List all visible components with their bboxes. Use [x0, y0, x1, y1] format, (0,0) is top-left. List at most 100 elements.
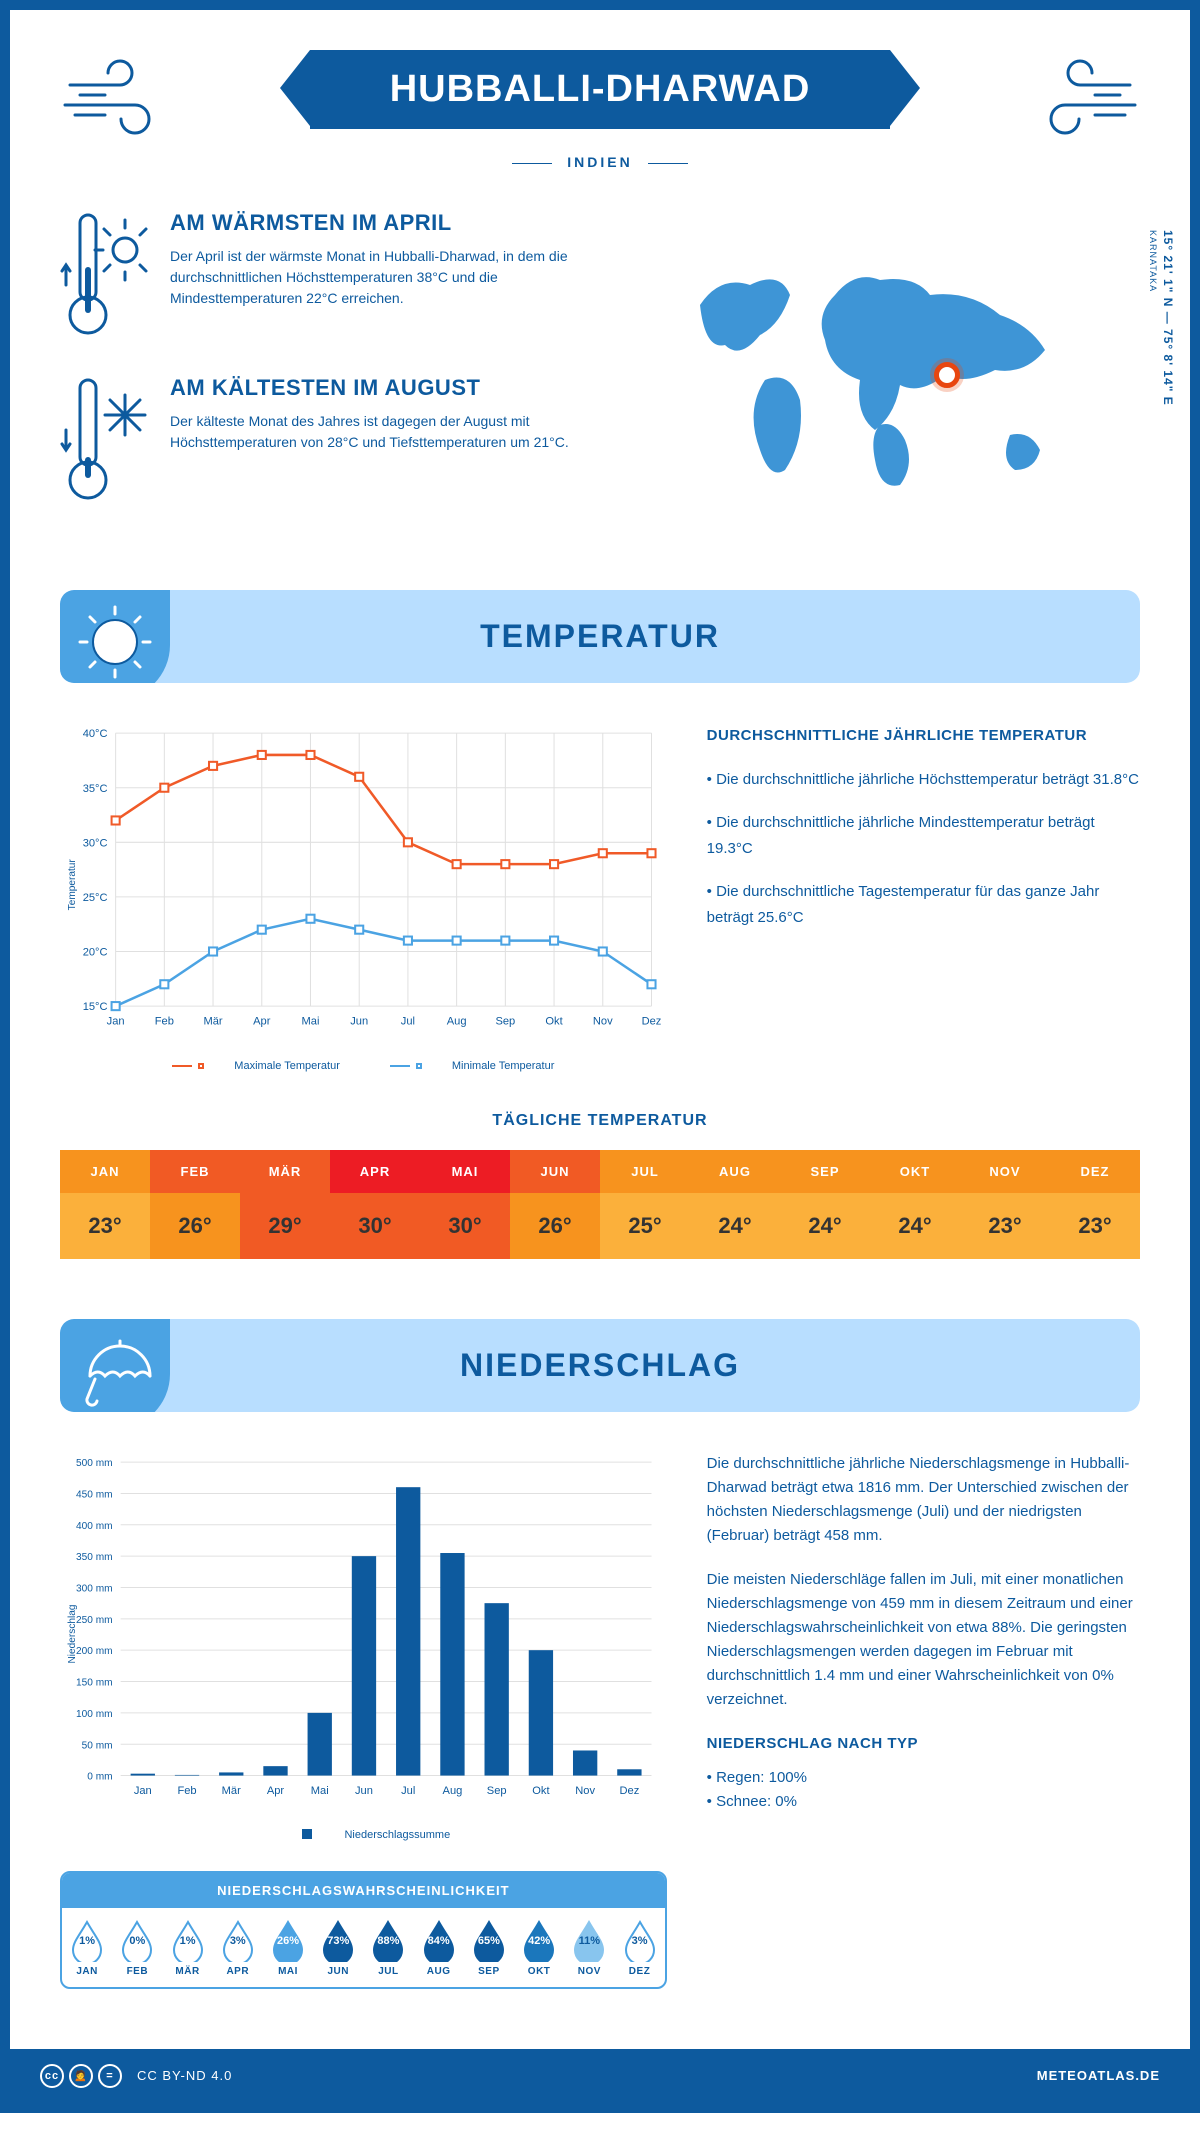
svg-text:30°C: 30°C	[83, 837, 108, 849]
nd-icon: =	[98, 2064, 122, 2088]
svg-text:Niederschlag: Niederschlag	[67, 1604, 78, 1663]
page-title: HUBBALLI-DHARWAD	[310, 50, 891, 129]
daily-month: JAN	[60, 1150, 150, 1193]
daily-value: 30°	[420, 1193, 510, 1259]
svg-text:450 mm: 450 mm	[76, 1489, 113, 1500]
svg-text:100 mm: 100 mm	[76, 1708, 113, 1719]
probability-cell: 84% AUG	[414, 1908, 464, 1987]
daily-month: APR	[330, 1150, 420, 1193]
daily-value: 23°	[60, 1193, 150, 1259]
daily-value: 24°	[780, 1193, 870, 1259]
temperature-legend: Maximale Temperatur Minimale Temperatur	[60, 1060, 667, 1072]
precipitation-banner: NIEDERSCHLAG	[60, 1319, 1140, 1412]
coldest-heading: AM KÄLTESTEN IM AUGUST	[170, 375, 580, 401]
daily-value: 26°	[150, 1193, 240, 1259]
coldest-text: Der kälteste Monat des Jahres ist dagege…	[170, 411, 580, 453]
svg-text:35°C: 35°C	[83, 783, 108, 795]
temperature-chart: 15°C20°C25°C30°C35°C40°CJanFebMärAprMaiJ…	[60, 723, 667, 1072]
daily-month: OKT	[870, 1150, 960, 1193]
svg-text:20°C: 20°C	[83, 947, 108, 959]
daily-value: 23°	[960, 1193, 1050, 1259]
temperature-banner: TEMPERATUR	[60, 590, 1140, 683]
svg-text:Mai: Mai	[311, 1784, 329, 1796]
precip-type-snow: • Schnee: 0%	[707, 1790, 1140, 1814]
probability-cell: 88% JUL	[363, 1908, 413, 1987]
wind-icon-left	[60, 50, 180, 150]
svg-text:Mai: Mai	[302, 1015, 320, 1027]
svg-text:Jan: Jan	[134, 1784, 152, 1796]
thermometer-cold-icon	[60, 375, 150, 505]
temp-bullet: • Die durchschnittliche jährliche Mindes…	[707, 810, 1140, 861]
precipitation-legend: Niederschlagssumme	[60, 1829, 667, 1841]
daily-month: MAI	[420, 1150, 510, 1193]
precipitation-heading: NIEDERSCHLAG	[60, 1347, 1140, 1384]
probability-cell: 1% MÄR	[162, 1908, 212, 1987]
daily-month: JUL	[600, 1150, 690, 1193]
svg-text:Mär: Mär	[203, 1015, 222, 1027]
footer: cc 🙍 = CC BY-ND 4.0 METEOATLAS.DE	[10, 2049, 1190, 2103]
temp-bullet: • Die durchschnittliche Tagestemperatur …	[707, 879, 1140, 930]
daily-value: 23°	[1050, 1193, 1140, 1259]
svg-text:Jun: Jun	[355, 1784, 373, 1796]
cc-icon: cc	[40, 2064, 64, 2088]
svg-text:50 mm: 50 mm	[82, 1740, 113, 1751]
svg-text:200 mm: 200 mm	[76, 1646, 113, 1657]
probability-cell: 65% SEP	[464, 1908, 514, 1987]
page-subtitle: INDIEN	[60, 154, 1140, 170]
svg-text:Dez: Dez	[620, 1784, 640, 1796]
warmest-heading: AM WÄRMSTEN IM APRIL	[170, 210, 580, 236]
svg-text:Sep: Sep	[487, 1784, 507, 1796]
svg-text:Mär: Mär	[222, 1784, 241, 1796]
daily-temp-grid: JANFEBMÄRAPRMAIJUNJULAUGSEPOKTNOVDEZ23°2…	[60, 1150, 1140, 1259]
coords-label: 15° 21' 1" N — 75° 8' 14" E	[1161, 230, 1175, 406]
wind-icon-right	[1020, 50, 1140, 150]
svg-text:250 mm: 250 mm	[76, 1614, 113, 1625]
temp-bullet: • Die durchschnittliche jährliche Höchst…	[707, 767, 1140, 793]
daily-month: AUG	[690, 1150, 780, 1193]
location-marker	[934, 362, 960, 388]
probability-cell: 3% APR	[213, 1908, 263, 1987]
svg-text:Nov: Nov	[575, 1784, 595, 1796]
daily-month: JUN	[510, 1150, 600, 1193]
probability-title: NIEDERSCHLAGSWAHRSCHEINLICHKEIT	[62, 1873, 665, 1908]
svg-text:Aug: Aug	[443, 1784, 463, 1796]
precip-p1: Die durchschnittliche jährliche Niedersc…	[707, 1452, 1140, 1548]
license-block: cc 🙍 = CC BY-ND 4.0	[40, 2064, 232, 2088]
temperature-info: DURCHSCHNITTLICHE JÄHRLICHE TEMPERATUR •…	[707, 723, 1140, 1072]
daily-value: 24°	[870, 1193, 960, 1259]
precipitation-info: Die durchschnittliche jährliche Niedersc…	[707, 1452, 1140, 1989]
probability-cell: 0% FEB	[112, 1908, 162, 1987]
svg-text:15°C: 15°C	[83, 1001, 108, 1013]
sun-icon	[75, 602, 155, 682]
daily-temp-title: TÄGLICHE TEMPERATUR	[60, 1112, 1140, 1130]
svg-text:0 mm: 0 mm	[87, 1771, 112, 1782]
svg-text:40°C: 40°C	[83, 728, 108, 740]
svg-text:150 mm: 150 mm	[76, 1677, 113, 1688]
svg-text:Sep: Sep	[495, 1015, 515, 1027]
daily-value: 25°	[600, 1193, 690, 1259]
summary-row: AM WÄRMSTEN IM APRIL Der April ist der w…	[60, 210, 1140, 540]
umbrella-icon	[75, 1331, 155, 1411]
probability-cell: 26% MAI	[263, 1908, 313, 1987]
svg-text:Nov: Nov	[593, 1015, 613, 1027]
daily-month: MÄR	[240, 1150, 330, 1193]
svg-text:Jan: Jan	[107, 1015, 125, 1027]
svg-text:Dez: Dez	[642, 1015, 662, 1027]
temp-info-title: DURCHSCHNITTLICHE JÄHRLICHE TEMPERATUR	[707, 723, 1140, 749]
probability-cell: 11% NOV	[564, 1908, 614, 1987]
daily-value: 24°	[690, 1193, 780, 1259]
precip-p2: Die meisten Niederschläge fallen im Juli…	[707, 1568, 1140, 1712]
page-frame: HUBBALLI-DHARWAD INDIEN	[0, 0, 1200, 2113]
daily-value: 29°	[240, 1193, 330, 1259]
license-text: CC BY-ND 4.0	[137, 2068, 232, 2083]
probability-cell: 42% OKT	[514, 1908, 564, 1987]
warmest-block: AM WÄRMSTEN IM APRIL Der April ist der w…	[60, 210, 580, 340]
map-column: KARNATAKA 15° 21' 1" N — 75° 8' 14" E	[620, 210, 1140, 540]
warmest-text: Der April ist der wärmste Monat in Hubba…	[170, 246, 580, 309]
svg-text:25°C: 25°C	[83, 892, 108, 904]
svg-text:Feb: Feb	[177, 1784, 196, 1796]
svg-text:Jul: Jul	[401, 1784, 415, 1796]
probability-cell: 73% JUN	[313, 1908, 363, 1987]
coldest-block: AM KÄLTESTEN IM AUGUST Der kälteste Mona…	[60, 375, 580, 505]
svg-text:Jul: Jul	[401, 1015, 415, 1027]
